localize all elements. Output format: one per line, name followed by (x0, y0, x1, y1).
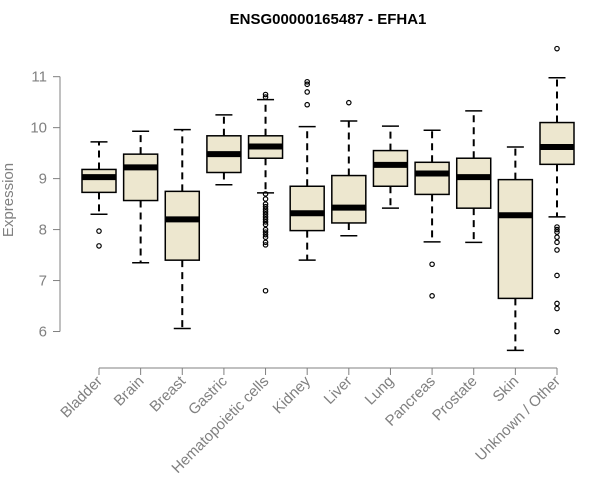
outlier-point (262, 287, 269, 294)
y-tick-label: 10 (30, 120, 47, 137)
outlier-point (262, 234, 269, 241)
box-liver (331, 99, 367, 237)
outlier-point (262, 191, 269, 197)
outlier-point (262, 231, 269, 238)
box-iqr (539, 121, 575, 166)
outlier-point (304, 78, 310, 85)
outlier-point (262, 226, 269, 233)
box-kidney (289, 78, 325, 261)
box-pancreas (414, 129, 450, 299)
box-iqr (372, 149, 409, 188)
outlier-point (262, 211, 269, 218)
box-iqr (81, 168, 117, 194)
outlier-point (554, 247, 560, 253)
outlier-point (429, 261, 435, 268)
y-axis-label: Expression (0, 163, 17, 237)
y-tick-label: 8 (39, 222, 47, 239)
outlier-point (554, 226, 560, 233)
outlier-point (262, 201, 269, 207)
x-tick-label: Prostate (429, 373, 481, 425)
box-iqr (497, 178, 534, 300)
outlier-point (262, 206, 269, 212)
x-tick-label: Kidney (270, 372, 315, 417)
outlier-point (262, 219, 269, 225)
box-hematopoietic-cells (247, 91, 284, 294)
box-iqr (122, 153, 159, 202)
box-prostate (455, 110, 492, 244)
outlier-point (304, 89, 310, 95)
y-tick-label: 11 (31, 69, 47, 86)
box-iqr (289, 185, 325, 232)
outlier-point (554, 300, 560, 307)
outlier-point (554, 229, 560, 235)
outlier-point (554, 328, 560, 335)
outlier-point (429, 293, 435, 299)
y-tick-label: 7 (39, 273, 47, 290)
box-brain (122, 130, 159, 264)
y-tick-label: 6 (39, 324, 47, 341)
x-tick-label: Liver (321, 373, 356, 408)
box-iqr (331, 174, 367, 224)
boxes (81, 45, 575, 352)
x-tick-label: Brain (111, 373, 148, 410)
x-tick-label: Breast (146, 372, 189, 415)
outlier-point (554, 45, 560, 52)
box-bladder (81, 141, 117, 249)
outlier-point (262, 214, 269, 220)
x-tick-label: Skin (490, 373, 523, 406)
box-skin (497, 146, 534, 352)
outlier-point (554, 305, 560, 312)
outlier-point (304, 81, 310, 88)
outlier-point (304, 101, 310, 108)
x-tick-label: Lung (362, 373, 398, 409)
outlier-point (262, 221, 269, 228)
outlier-point (346, 99, 352, 106)
outlier-point (262, 239, 269, 246)
box-iqr (414, 161, 450, 196)
box-lung (372, 125, 409, 209)
outlier-point (262, 94, 269, 100)
outlier-point (262, 196, 269, 202)
outlier-point (554, 239, 560, 246)
outlier-point (96, 228, 102, 234)
outlier-point (554, 234, 560, 241)
y-tick-label: 9 (39, 171, 47, 188)
outlier-point (262, 208, 269, 215)
outlier-point (554, 224, 560, 230)
box-unknown-other (539, 45, 575, 335)
outlier-point (262, 242, 269, 248)
box-gastric (206, 114, 242, 186)
box-iqr (455, 157, 492, 209)
outlier-point (554, 272, 560, 279)
chart-title: ENSG00000165487 - EFHA1 (230, 11, 427, 28)
outlier-point (262, 216, 269, 223)
outlier-point (96, 243, 102, 249)
x-tick-label: Bladder (57, 373, 106, 422)
outlier-point (262, 91, 269, 98)
box-breast (164, 128, 201, 330)
box-iqr (164, 190, 201, 261)
outlier-point (262, 229, 269, 235)
outlier-point (262, 203, 269, 210)
